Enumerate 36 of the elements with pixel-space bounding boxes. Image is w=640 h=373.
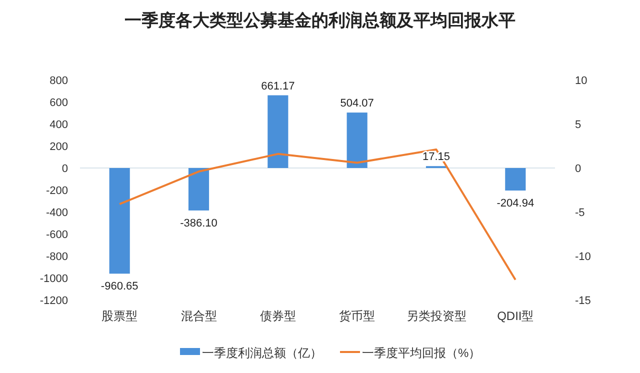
x-tick-label: 货币型 — [339, 309, 376, 323]
y-tick-label: 800 — [50, 75, 68, 87]
y-tick-label: -1000 — [40, 273, 68, 285]
bar — [109, 168, 130, 274]
y2-tick-label: -5 — [575, 207, 585, 219]
y-tick-label: 200 — [50, 141, 68, 153]
y2-tick-label: 10 — [575, 75, 588, 87]
y2-tick-label: -15 — [575, 295, 591, 307]
bar — [188, 168, 210, 210]
legend-label: 一季度平均回报（%） — [362, 346, 481, 360]
text: -960.65 — [100, 280, 138, 293]
x-tick-label: 混合型 — [180, 309, 217, 323]
y2-tick-label: 0 — [575, 163, 582, 175]
chart-title: 一季度各大类型公募基金的利润总额及平均回报水平 — [124, 11, 516, 30]
y-tick-label: -200 — [46, 185, 68, 197]
text: 661.17 — [261, 80, 295, 92]
y-tick-label: 400 — [50, 119, 68, 131]
bar — [505, 168, 526, 191]
bar — [346, 112, 368, 168]
y2-tick-label: -10 — [575, 251, 591, 263]
legend-label: 一季度利润总额（亿） — [202, 346, 322, 360]
text: -386.10 — [180, 217, 218, 230]
text: -204.94 — [496, 198, 534, 210]
x-tick-label: 股票型 — [102, 309, 138, 323]
y-tick-label: -1200 — [40, 295, 68, 307]
y-tick-label: 600 — [50, 97, 68, 109]
x-tick-label: 债券型 — [260, 309, 296, 323]
text: 504.07 — [340, 98, 374, 110]
y-tick-label: -800 — [46, 251, 68, 263]
x-tick-label: QDII型 — [497, 309, 534, 323]
y-tick-label: -600 — [46, 229, 68, 241]
y-tick-label: -400 — [46, 207, 68, 219]
y2-tick-label: 5 — [575, 119, 582, 131]
x-tick-label: 另类投资型 — [406, 309, 466, 323]
y-tick-label: 0 — [62, 163, 68, 175]
bar — [268, 95, 288, 168]
